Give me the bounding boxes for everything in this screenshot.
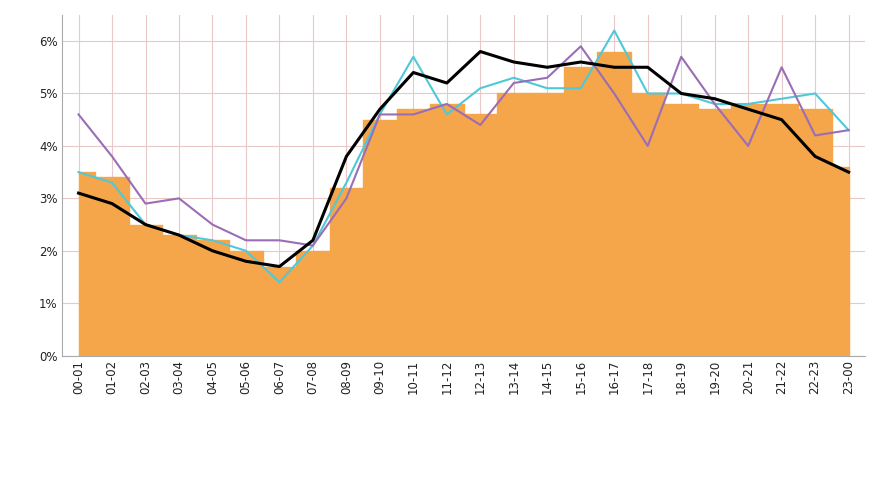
Legend: Samtliga, Vardag, Helg, Samtliga insatser, hela förbundet: Samtliga, Vardag, Helg, Samtliga insatse… bbox=[197, 490, 730, 494]
